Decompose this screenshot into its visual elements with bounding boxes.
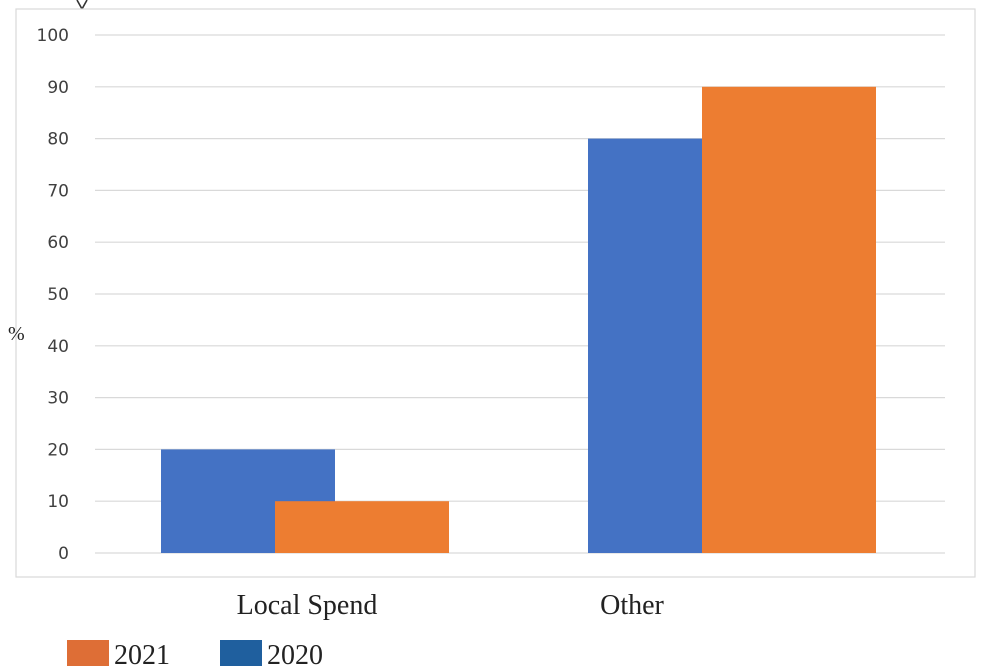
legend-swatch-2021 <box>67 640 109 666</box>
legend-label-2021: 2021 <box>114 640 170 668</box>
y-tick-label: 70 <box>47 181 69 201</box>
y-tick-label: 80 <box>47 130 69 150</box>
y-tick-label: 30 <box>47 389 69 409</box>
category-label: Local Spend <box>237 590 378 621</box>
y-tick-label: 20 <box>47 440 69 460</box>
bar-2021-local-spend <box>275 501 449 553</box>
y-tick-label: 60 <box>47 233 69 253</box>
y-tick-label: 0 <box>58 544 69 564</box>
y-axis-unit: % <box>8 323 25 345</box>
y-tick-label: 50 <box>47 285 69 305</box>
y-tick-label: 10 <box>47 492 69 512</box>
y-tick-label: 100 <box>37 26 69 46</box>
x-axis-labels: Local Spend Other <box>237 590 665 621</box>
y-tick-label: 90 <box>47 78 69 98</box>
bar-2021-other <box>702 86 876 554</box>
legend: 2021 2020 <box>67 640 323 668</box>
cropped-title-fragment <box>76 0 88 11</box>
y-axis-ticks: 0 10 20 30 40 50 60 70 80 90 100 <box>37 26 69 564</box>
bars <box>161 86 876 554</box>
category-label: Other <box>600 590 664 621</box>
legend-label-2020: 2020 <box>267 640 323 668</box>
y-tick-label: 40 <box>47 337 69 357</box>
legend-swatch-2020 <box>220 640 262 666</box>
